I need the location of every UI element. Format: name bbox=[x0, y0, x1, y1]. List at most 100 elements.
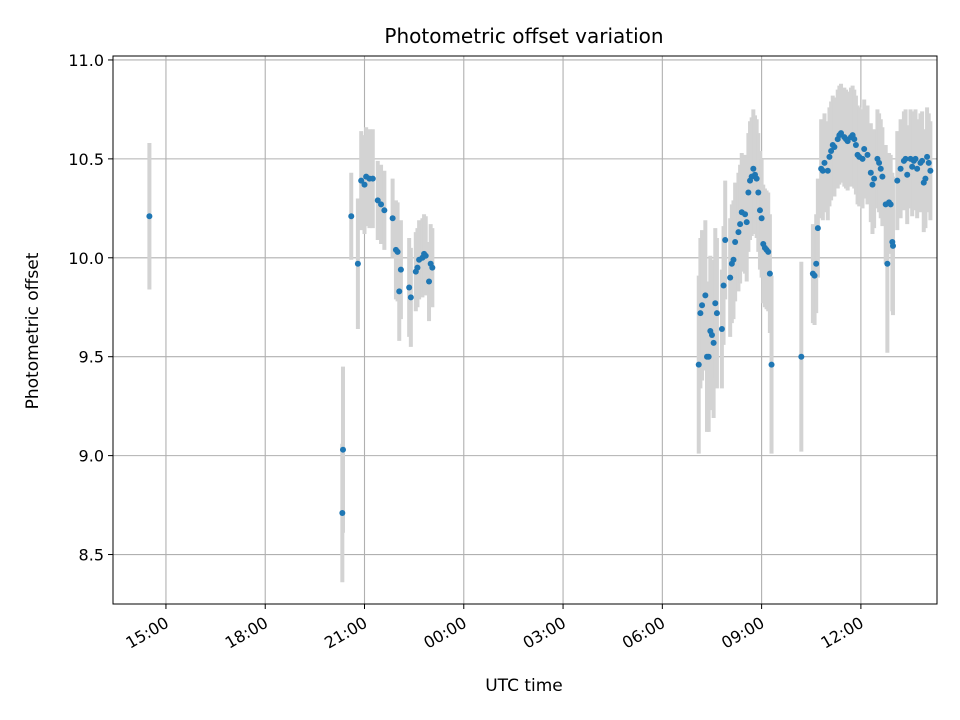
data-point bbox=[722, 236, 729, 243]
data-point bbox=[745, 189, 752, 196]
data-point bbox=[699, 302, 706, 309]
data-point bbox=[697, 310, 704, 317]
data-point bbox=[758, 215, 765, 222]
data-point bbox=[354, 260, 361, 267]
data-point bbox=[902, 155, 909, 162]
data-point bbox=[869, 181, 876, 188]
data-point bbox=[884, 260, 891, 267]
y-tick-label: 11.0 bbox=[68, 51, 104, 70]
data-point bbox=[826, 153, 833, 160]
data-point bbox=[909, 163, 916, 170]
data-point bbox=[811, 272, 818, 279]
data-point bbox=[864, 151, 871, 158]
y-tick-label: 9.0 bbox=[79, 447, 104, 466]
data-point bbox=[861, 145, 868, 152]
data-point bbox=[348, 213, 355, 220]
data-point bbox=[702, 292, 709, 299]
y-axis-label: Photometric offset bbox=[23, 252, 43, 409]
data-point bbox=[852, 142, 859, 149]
chart-title: Photometric offset variation bbox=[384, 24, 663, 48]
y-tick-label: 10.0 bbox=[68, 249, 104, 268]
data-point bbox=[339, 446, 346, 453]
data-point bbox=[897, 165, 904, 172]
data-point bbox=[378, 201, 385, 208]
data-point bbox=[821, 159, 828, 166]
data-point bbox=[727, 274, 734, 281]
data-point bbox=[414, 264, 421, 271]
data-point bbox=[742, 211, 749, 218]
data-point bbox=[361, 181, 368, 188]
data-point bbox=[735, 229, 742, 236]
data-point bbox=[889, 242, 896, 249]
data-point bbox=[867, 169, 874, 176]
data-point bbox=[750, 165, 757, 172]
plot-frame bbox=[112, 55, 938, 605]
data-point bbox=[813, 260, 820, 267]
data-point bbox=[407, 294, 414, 301]
data-point bbox=[851, 136, 858, 143]
data-point bbox=[708, 331, 715, 338]
data-point bbox=[838, 130, 845, 137]
y-tick-label: 10.5 bbox=[68, 150, 104, 169]
data-point bbox=[146, 213, 153, 220]
data-point bbox=[755, 189, 762, 196]
data-point bbox=[358, 177, 365, 184]
data-point bbox=[927, 167, 934, 174]
data-point bbox=[798, 353, 805, 360]
grid-lines bbox=[113, 56, 937, 604]
data-point bbox=[712, 300, 719, 307]
data-point bbox=[924, 153, 931, 160]
data-point bbox=[339, 509, 346, 516]
data-point bbox=[919, 157, 926, 164]
data-point bbox=[732, 238, 739, 245]
data-point bbox=[397, 266, 404, 273]
data-point bbox=[705, 353, 712, 360]
data-point bbox=[426, 278, 433, 285]
data-point bbox=[422, 252, 429, 259]
data-points bbox=[146, 130, 934, 516]
data-point bbox=[871, 175, 878, 182]
data-point bbox=[710, 339, 717, 346]
data-point bbox=[743, 219, 750, 226]
data-point bbox=[720, 282, 727, 289]
data-point bbox=[904, 171, 911, 178]
data-point bbox=[859, 155, 866, 162]
data-point bbox=[737, 221, 744, 228]
data-point bbox=[887, 201, 894, 208]
y-tick-label: 9.5 bbox=[79, 348, 104, 367]
data-point bbox=[756, 207, 763, 214]
data-point bbox=[753, 175, 760, 182]
data-point bbox=[925, 159, 932, 166]
data-point bbox=[814, 225, 821, 232]
data-point bbox=[819, 167, 826, 174]
data-point bbox=[374, 197, 381, 204]
data-point bbox=[369, 175, 376, 182]
data-point bbox=[894, 177, 901, 184]
data-point bbox=[765, 248, 772, 255]
data-point bbox=[713, 310, 720, 317]
data-point bbox=[824, 167, 831, 174]
data-point bbox=[876, 159, 883, 166]
data-point bbox=[396, 288, 403, 295]
data-point bbox=[914, 165, 921, 172]
data-point bbox=[844, 138, 851, 145]
data-point bbox=[879, 173, 886, 180]
data-point bbox=[912, 155, 919, 162]
data-point bbox=[406, 284, 413, 291]
data-point bbox=[381, 207, 388, 214]
x-axis-label: UTC time bbox=[485, 676, 563, 696]
data-point bbox=[922, 175, 929, 182]
y-axis-ticks: 8.5 9.0 9.5 10.0 10.5 11.0 bbox=[68, 51, 113, 565]
data-point bbox=[718, 326, 725, 333]
data-point bbox=[730, 256, 737, 263]
data-point bbox=[695, 361, 702, 368]
data-point bbox=[389, 215, 396, 222]
data-point bbox=[766, 270, 773, 277]
data-point bbox=[831, 144, 838, 151]
data-point bbox=[768, 361, 775, 368]
data-point bbox=[877, 165, 884, 172]
y-tick-label: 8.5 bbox=[79, 546, 104, 565]
